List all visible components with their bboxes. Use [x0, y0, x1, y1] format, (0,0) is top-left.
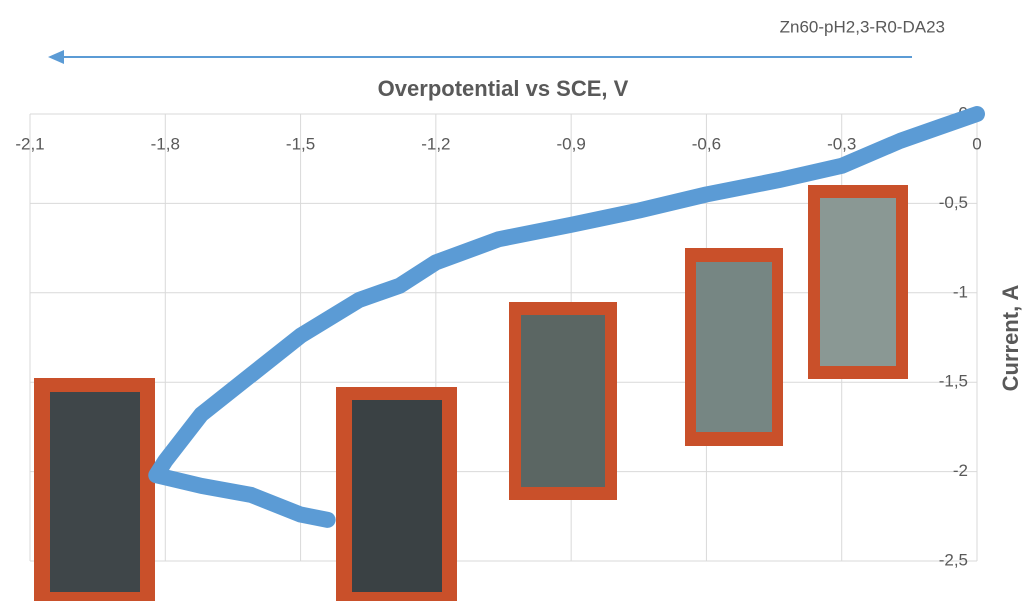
annotation: Zn60-pH2,3-R0-DA23	[780, 17, 945, 36]
y-tick-label: -2	[953, 461, 968, 480]
y-tick-label: -1,5	[939, 372, 968, 391]
x-tick-label: -0,6	[692, 134, 721, 153]
x-tick-label: -2,1	[15, 134, 44, 153]
x-tick-label: -1,2	[421, 134, 450, 153]
photo-sample	[521, 315, 605, 487]
y-tick-label: -1	[953, 282, 968, 301]
photo-sample	[696, 262, 772, 432]
y-tick-label: -2,5	[939, 550, 968, 569]
photo-sample	[352, 400, 442, 592]
arrow-head	[48, 50, 64, 64]
x-tick-label: -1,5	[286, 134, 315, 153]
x-axis-title: Overpotential vs SCE, V	[378, 76, 629, 101]
chart: Zn60-pH2,3-R0-DA23 Overpotential vs SCE,…	[0, 0, 1029, 601]
x-tick-label: -0,9	[556, 134, 585, 153]
y-axis-title: Current, A	[998, 285, 1023, 392]
x-tick-label: -0,3	[827, 134, 856, 153]
photo-sample	[820, 198, 896, 366]
x-tick-label: 0	[972, 134, 981, 153]
photo-sample	[50, 392, 140, 592]
y-tick-label: -0,5	[939, 193, 968, 212]
x-tick-label: -1,8	[151, 134, 180, 153]
